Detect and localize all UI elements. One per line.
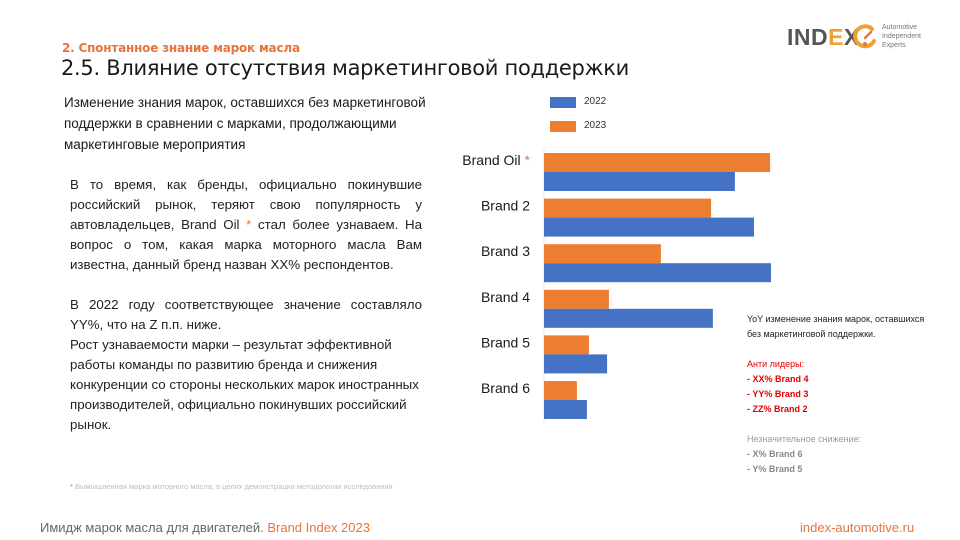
body-paragraph-3: Рост узнаваемости марки – результат эффе… <box>70 337 419 432</box>
bar-2023-brand-3 <box>544 244 661 264</box>
category-asterisk-marker: * <box>521 152 531 168</box>
bar-2023-brand-oil <box>544 153 771 172</box>
logo-word-e: E <box>828 24 844 50</box>
footer-website-link[interactable]: index-automotive.ru <box>800 520 915 535</box>
section-label: 2. Спонтанное знание марок масла <box>62 41 300 55</box>
footer-caption-accent: Brand Index 2023 <box>267 520 370 535</box>
yoy-note: YoY изменение знания марок, оставшихся б… <box>747 312 937 477</box>
minor-decline-title: Незначительное снижение: <box>747 434 862 444</box>
logo-tagline-3: Experts <box>882 42 906 49</box>
footnote-asterisk: * <box>70 482 73 491</box>
category-label: Brand 4 <box>481 289 530 305</box>
anti-leader-item: - XX% Brand 4 <box>747 374 809 384</box>
body-p1-b: стал более узнаваем. На вопрос о том, ка… <box>70 217 423 272</box>
bar-2023-brand-4 <box>544 289 609 309</box>
bar-2022-brand-2 <box>544 217 754 237</box>
logo-word-pre: IND <box>787 24 829 50</box>
body-p1-a: В то время, как бренды, официально покин… <box>70 177 422 232</box>
footnote-text: Вымышленная марка моторного масла, в цел… <box>75 482 393 491</box>
minor-decline-item: - Y% Brand 5 <box>747 464 803 474</box>
asterisk-marker: * <box>246 217 252 232</box>
chart-subtitle: Изменение знания марок, оставшихся без м… <box>64 95 426 152</box>
index-logo: INDEX Automotive Independent Experts <box>787 20 937 60</box>
body-text: В то время, как бренды, официально покин… <box>70 175 422 435</box>
bar-2022-brand-6 <box>544 400 587 419</box>
legend-swatch-2023 <box>550 121 576 132</box>
footnote: * Вымышленная марка моторного масла, в ц… <box>70 482 393 491</box>
logo-tagline: Automotive Independent Experts <box>882 23 921 50</box>
category-label: Brand 2 <box>481 198 530 214</box>
bar-2022-brand-5 <box>544 354 608 374</box>
legend-label-2023: 2023 <box>584 120 607 131</box>
bar-2022-brand-oil <box>544 172 735 191</box>
note-intro: YoY изменение знания марок, оставшихся б… <box>747 314 925 339</box>
body-paragraph-1: В то время, как бренды, официально покин… <box>70 175 422 275</box>
body-paragraph-2: В 2022 году соответствующее значение сос… <box>70 297 422 332</box>
page-title: 2.5. Влияние отсутствия маркетинговой по… <box>61 56 629 80</box>
category-label: Brand 5 <box>481 334 530 350</box>
bar-2022-brand-4 <box>544 308 713 328</box>
category-label: Brand 6 <box>481 380 530 396</box>
anti-leader-item: - ZZ% Brand 2 <box>747 404 808 414</box>
gauge-logo-icon <box>853 24 876 49</box>
bar-2023-brand-6 <box>544 381 577 400</box>
bar-2023-brand-5 <box>544 335 589 355</box>
logo-tagline-1: Automotive <box>882 24 918 31</box>
footer-caption-text: Имидж марок масла для двигателей. <box>40 520 268 535</box>
category-label: Brand 3 <box>481 243 530 259</box>
minor-decline-item: - X% Brand 6 <box>747 449 803 459</box>
bar-2022-brand-3 <box>544 263 771 283</box>
logo-wordmark: INDEX <box>787 24 860 51</box>
legend-label-2022: 2022 <box>584 96 607 107</box>
legend-swatch-2022 <box>550 97 576 108</box>
logo-tagline-2: Independent <box>882 33 921 40</box>
bar-2023-brand-2 <box>544 198 712 218</box>
anti-leaders-title: Анти лидеры: <box>747 359 805 369</box>
anti-leader-item: - YY% Brand 3 <box>747 389 809 399</box>
footer-caption: Имидж марок масла для двигателей. Brand … <box>40 520 370 535</box>
